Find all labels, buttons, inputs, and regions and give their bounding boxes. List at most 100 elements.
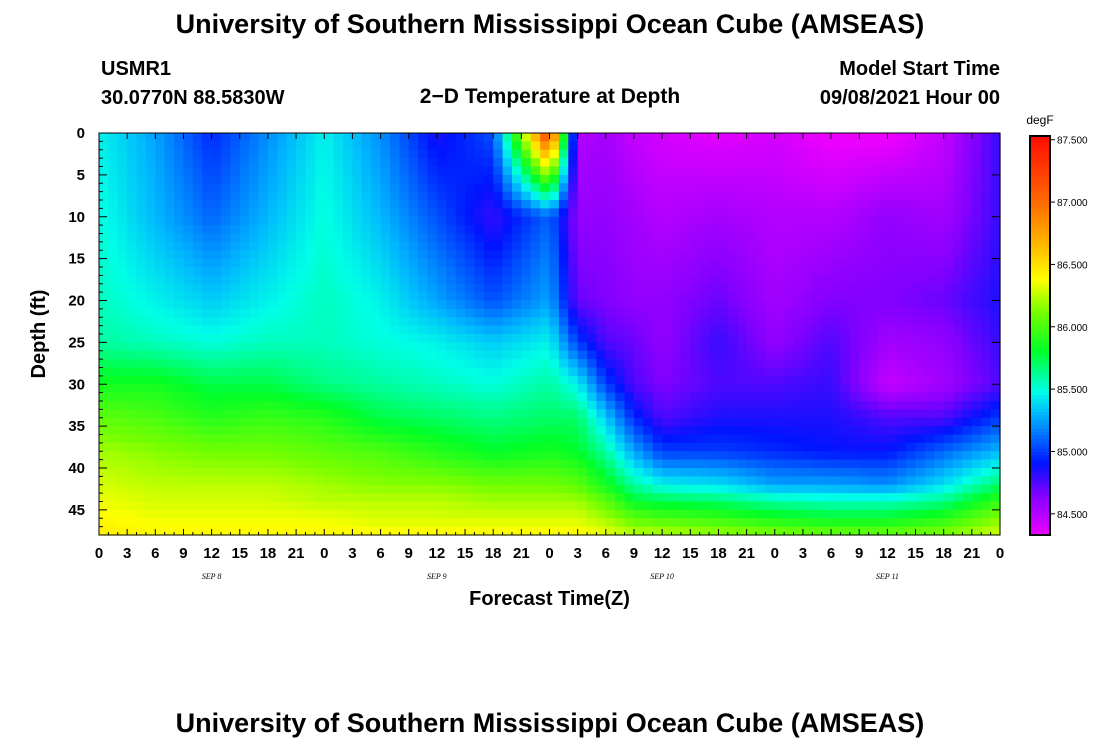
heatmap-cell — [155, 501, 166, 511]
heatmap-cell — [802, 468, 813, 477]
heatmap-cell — [680, 476, 691, 486]
heatmap-cell — [671, 308, 682, 318]
heatmap-cell — [924, 417, 935, 427]
heatmap-cell — [117, 133, 128, 142]
heatmap-cell — [709, 426, 720, 436]
heatmap-cell — [108, 183, 119, 193]
heatmap-cell — [549, 250, 560, 260]
heatmap-cell — [136, 434, 147, 444]
heatmap-cell — [981, 149, 992, 159]
heatmap-cell — [896, 493, 907, 503]
heatmap-cell — [343, 317, 354, 327]
heatmap-cell — [277, 275, 288, 285]
heatmap-cell — [436, 426, 447, 436]
heatmap-cell — [324, 225, 335, 235]
heatmap-cell — [577, 233, 588, 243]
heatmap-cell — [962, 174, 973, 184]
heatmap-cell — [493, 149, 504, 159]
heatmap-cell — [455, 267, 466, 276]
heatmap-cell — [784, 342, 795, 352]
heatmap-cell — [511, 200, 522, 209]
heatmap-cell — [793, 183, 804, 193]
heatmap-cell — [483, 258, 494, 268]
heatmap-cell — [746, 216, 757, 226]
heatmap-cell — [859, 417, 870, 427]
heatmap-cell — [924, 292, 935, 302]
heatmap-cell — [408, 183, 419, 193]
heatmap-cell — [127, 350, 138, 360]
heatmap-cell — [221, 267, 231, 276]
heatmap-cell — [136, 417, 147, 427]
heatmap-cell — [155, 233, 166, 243]
heatmap-cell — [117, 292, 128, 302]
heatmap-cell — [314, 292, 325, 302]
heatmap-cell — [877, 216, 888, 226]
heatmap-cell — [877, 141, 888, 151]
heatmap-cell — [239, 233, 250, 243]
x-tick-label: 18 — [710, 545, 727, 562]
heatmap-cell — [934, 317, 945, 327]
heatmap-cell — [652, 451, 663, 461]
heatmap-cell — [962, 392, 973, 402]
colorbar-cell — [1030, 332, 1050, 337]
heatmap-cell — [333, 459, 344, 469]
heatmap-cell — [108, 225, 119, 235]
heatmap-cell — [455, 434, 466, 444]
heatmap-cell — [145, 233, 156, 243]
heatmap-cell — [183, 459, 194, 469]
heatmap-cell — [446, 434, 457, 444]
heatmap-cell — [239, 434, 250, 444]
heatmap-cell — [202, 518, 213, 528]
heatmap-cell — [906, 275, 917, 285]
heatmap-cell — [727, 426, 738, 436]
heatmap-cell — [934, 216, 945, 226]
heatmap-cell — [511, 275, 522, 285]
heatmap-cell — [821, 484, 832, 494]
heatmap-cell — [652, 375, 663, 385]
heatmap-cell — [455, 526, 466, 536]
heatmap-cell — [802, 258, 813, 268]
heatmap-cell — [155, 451, 166, 461]
heatmap-cell — [221, 183, 231, 193]
heatmap-cell — [831, 166, 842, 176]
heatmap-cell — [249, 350, 260, 360]
heatmap-cell — [211, 501, 222, 511]
heatmap-cell — [305, 484, 316, 494]
heatmap-cell — [221, 526, 231, 536]
heatmap-cell — [605, 216, 616, 226]
heatmap-cell — [221, 225, 231, 235]
heatmap-cell — [727, 459, 738, 469]
date-label: SEP 11 — [876, 572, 899, 581]
heatmap-cell — [587, 317, 598, 327]
heatmap-cell — [990, 225, 1001, 235]
heatmap-cell — [164, 133, 175, 142]
heatmap-cell — [633, 401, 644, 410]
heatmap-cell — [502, 317, 513, 327]
heatmap-cell — [465, 493, 476, 503]
heatmap-cell — [192, 501, 203, 511]
heatmap-cell — [624, 350, 635, 360]
heatmap-cell — [934, 283, 945, 293]
heatmap-cell — [145, 367, 156, 377]
heatmap-cell — [906, 384, 917, 394]
heatmap-cell — [483, 484, 494, 494]
heatmap-cell — [239, 501, 250, 511]
heatmap-cell — [258, 417, 269, 427]
heatmap-cell — [793, 275, 804, 285]
heatmap-cell — [981, 292, 992, 302]
heatmap-cell — [746, 208, 757, 218]
heatmap-cell — [755, 174, 766, 184]
heatmap-cell — [145, 133, 156, 142]
heatmap-cell — [652, 317, 663, 327]
heatmap-cell — [530, 174, 541, 184]
heatmap-cell — [249, 375, 260, 385]
heatmap-cell — [587, 158, 598, 168]
heatmap-cell — [793, 200, 804, 209]
heatmap-cell — [915, 158, 926, 168]
heatmap-cell — [446, 225, 457, 235]
heatmap-cell — [99, 200, 109, 209]
heatmap-cell — [577, 518, 588, 528]
heatmap-cell — [418, 509, 429, 519]
heatmap-cell — [549, 509, 560, 519]
heatmap-cell — [746, 200, 757, 209]
